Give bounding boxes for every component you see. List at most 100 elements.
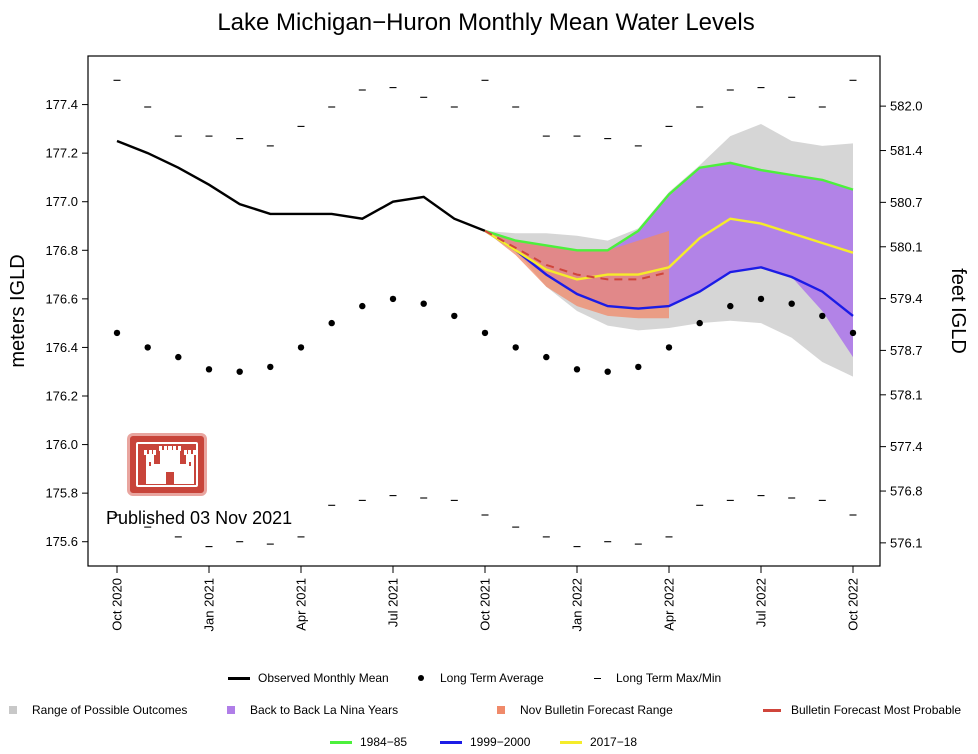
long-term-average-point	[236, 368, 243, 375]
legend-tick-swatch	[584, 671, 610, 685]
legend-row-2: Range of Possible Outcomes Back to Back …	[0, 701, 978, 719]
long-term-average-point	[389, 295, 397, 303]
long-term-average-point	[819, 312, 826, 320]
series-1984-85-line	[484, 161, 854, 252]
y-tick-label-left: 175.8	[45, 486, 78, 501]
series-2017-18-line	[484, 217, 854, 281]
legend-item-lanina: Back to Back La Nina Years	[218, 701, 398, 719]
long-term-average-point	[604, 368, 611, 375]
long-term-average-point	[175, 353, 182, 361]
bulletin-most-probable-line	[484, 230, 670, 281]
legend-label: Nov Bulletin Forecast Range	[520, 703, 673, 717]
legend-label: 1999−2000	[470, 735, 531, 749]
chart-title: Lake Michigan−Huron Monthly Mean Water L…	[217, 9, 754, 36]
legend-row-1: Observed Monthly Mean Long Term Average …	[0, 669, 978, 687]
long-term-average-point	[665, 344, 673, 351]
legend-line-swatch	[328, 735, 354, 749]
series-1999-2000-line	[484, 229, 854, 317]
y-axis-label-right: feet IGLD	[947, 268, 969, 354]
y-tick-label-left: 176.4	[45, 340, 78, 355]
y-tick-label-right: 578.1	[890, 387, 923, 402]
legend-item-average: Long Term Average	[408, 669, 544, 687]
long-term-average-point	[543, 353, 550, 361]
long-term-average-point	[849, 329, 857, 337]
legend-line-swatch	[438, 735, 464, 749]
y-tick-label-left: 177.0	[45, 194, 78, 209]
legend-square-swatch	[0, 703, 26, 717]
series-lines-layer	[116, 139, 854, 317]
y-tick-label-right: 580.7	[890, 195, 923, 210]
legend-item-1984-85: 1984−85	[328, 733, 407, 751]
y-tick-label-left: 176.6	[45, 291, 78, 306]
legend-label: Range of Possible Outcomes	[32, 703, 188, 717]
legend-label: Bulletin Forecast Most Probable	[791, 703, 962, 717]
y-tick-label-right: 576.8	[890, 484, 923, 499]
legend-label: 1984−85	[360, 735, 408, 749]
long-term-average-point	[573, 366, 581, 373]
long-term-average-point	[727, 302, 734, 310]
x-tick-label: Oct 2021	[478, 578, 493, 631]
legend-item-bulletin-range: Nov Bulletin Forecast Range	[488, 701, 673, 719]
y-tick-label-left: 177.2	[45, 146, 78, 161]
y-axis-label-left: meters IGLD	[7, 254, 29, 367]
legend-item-most-probable: Bulletin Forecast Most Probable	[759, 701, 961, 719]
y-tick-label-left: 176.2	[45, 389, 78, 404]
plot-frame	[87, 55, 881, 567]
legend-label: Long Term Max/Min	[616, 671, 722, 685]
long-term-average-point	[451, 312, 458, 320]
long-term-average-point	[481, 329, 489, 337]
y-tick-label-right: 577.4	[890, 439, 923, 454]
legend-square-swatch	[488, 703, 514, 717]
y-tick-label-right: 582.0	[890, 99, 923, 114]
legend-item-observed: Observed Monthly Mean	[226, 669, 389, 687]
legend-dot-swatch	[408, 671, 434, 685]
x-tick-label: Jan 2022	[570, 578, 585, 632]
x-tick-label: Oct 2022	[846, 578, 861, 631]
reference-marks-layer	[113, 79, 857, 548]
legend-label: Observed Monthly Mean	[258, 671, 389, 685]
long-term-average-point	[113, 329, 121, 337]
legend-line-swatch	[558, 735, 584, 749]
x-tick-label: Apr 2022	[662, 578, 677, 631]
long-term-average-point	[512, 344, 519, 351]
legend-label: 2017−18	[590, 735, 638, 749]
y-tick-label-left: 176.8	[45, 243, 78, 258]
legend-item-2017-18: 2017−18	[558, 733, 637, 751]
y-tick-label-left: 175.6	[45, 534, 78, 549]
y-tick-label-right: 576.1	[890, 535, 923, 550]
long-term-average-point	[757, 295, 765, 303]
x-tick-label: Jan 2021	[202, 578, 217, 632]
legend-label: Back to Back La Nina Years	[250, 703, 399, 717]
x-tick-label: Oct 2020	[110, 578, 125, 631]
axes-layer: 175.6 175.8 176.0 176.2 176.4 176.6 176.8 177.0…	[45, 97, 922, 631]
x-tick-label: Apr 2021	[294, 578, 309, 631]
legend-row-3: 1984−85 1999−2000 2017−18	[0, 733, 978, 751]
legend-item-range: Range of Possible Outcomes	[0, 701, 187, 719]
y-tick-label-right: 580.1	[890, 239, 923, 254]
forecast-bands-layer	[485, 124, 853, 377]
y-tick-label-right: 578.7	[890, 343, 923, 358]
long-term-average-point	[205, 366, 213, 373]
x-tick-label: Jul 2021	[386, 578, 401, 627]
observed-monthly-mean-line	[116, 139, 486, 233]
water-level-chart: Lake Michigan−Huron Monthly Mean Water L…	[7, 9, 969, 632]
legend-line-swatch	[226, 671, 252, 685]
legend-item-maxmin: Long Term Max/Min	[584, 669, 721, 687]
legend-item-1999-2000: 1999−2000	[438, 733, 530, 751]
long-term-average-point	[359, 302, 366, 310]
long-term-average-point	[420, 300, 427, 307]
long-term-average-point	[267, 363, 274, 371]
long-term-average-point	[328, 319, 335, 327]
y-tick-label-right: 581.4	[890, 143, 923, 158]
long-term-average-point	[144, 344, 151, 351]
long-term-average-point	[696, 319, 703, 327]
long-term-average-point	[635, 363, 642, 371]
y-tick-label-right: 579.4	[890, 291, 923, 306]
legend-dash-swatch	[759, 703, 785, 717]
long-term-average-point	[297, 344, 305, 351]
legend-label: Long Term Average	[440, 671, 544, 685]
published-annotation: Published 03 Nov 2021	[106, 508, 292, 528]
army-corps-castle-logo-icon	[127, 433, 207, 496]
y-tick-label-left: 176.0	[45, 437, 78, 452]
y-tick-label-left: 177.4	[45, 97, 78, 112]
